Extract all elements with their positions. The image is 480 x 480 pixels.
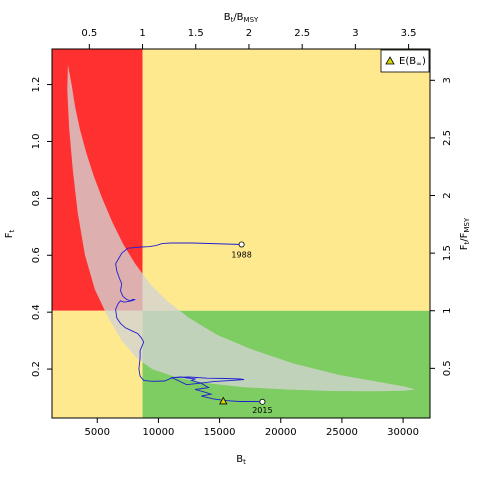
end-point <box>259 398 266 405</box>
uncertainty-polygon <box>67 64 416 392</box>
y-tick-label: 0.6 <box>31 247 42 263</box>
y-tick-label: 1.2 <box>31 77 42 93</box>
top-tick-label: 3.5 <box>401 28 417 39</box>
y-tick-label: 0.4 <box>31 304 42 320</box>
end-year-label: 2015 <box>252 406 272 415</box>
x-tick-label: 20000 <box>265 427 297 438</box>
right-tick-label: 1 <box>442 308 453 314</box>
top-tick-label: 2.5 <box>294 28 310 39</box>
legend: E(B∞) <box>380 49 430 73</box>
y-axis-title: Ft <box>4 229 16 238</box>
zone-overfishing <box>142 49 430 311</box>
top-axis-title: Bt/BMSY <box>224 12 259 24</box>
trajectory-series <box>115 242 263 403</box>
x-tick-label: 5000 <box>85 427 110 438</box>
right-tick-label: 2 <box>442 192 453 198</box>
x-tick-label: 25000 <box>326 427 358 438</box>
x-axis-title: Bt <box>236 454 246 466</box>
trajectory-line <box>115 242 263 403</box>
legend-triangle-icon <box>385 56 395 65</box>
x-tick-label: 10000 <box>143 427 175 438</box>
right-tick-label: 2.5 <box>442 130 453 146</box>
top-tick-label: 2 <box>246 28 252 39</box>
zone-backgrounds <box>52 49 430 418</box>
right-tick-label: 0.5 <box>442 360 453 376</box>
trajectory-markers: 1988 2015 <box>219 241 273 415</box>
axes: 5000 10000 15000 20000 25000 30000 0.5 1 1.5 2 2.5… <box>31 28 453 438</box>
right-axis-title: Ft/FMSY <box>459 217 471 250</box>
legend-label: E(B∞) <box>399 56 426 68</box>
top-tick-label: 3 <box>352 28 358 39</box>
top-tick-label: 1.5 <box>188 28 204 39</box>
legend-box <box>380 49 430 73</box>
right-tick-label: 3 <box>442 77 453 83</box>
y-tick-label: 0.2 <box>31 361 42 377</box>
top-tick-label: 1 <box>139 28 145 39</box>
top-tick-label: 0.5 <box>81 28 97 39</box>
right-tick-label: 1.5 <box>442 245 453 261</box>
x-tick-label: 30000 <box>387 427 419 438</box>
x-tick-label: 15000 <box>204 427 236 438</box>
equilibrium-marker <box>219 396 228 405</box>
start-year-label: 1988 <box>231 250 251 259</box>
start-point <box>238 241 245 248</box>
plot-frame <box>51 48 431 419</box>
y-tick-label: 0.8 <box>31 190 42 206</box>
uncertainty-region <box>67 64 416 392</box>
y-tick-label: 1.0 <box>31 134 42 150</box>
